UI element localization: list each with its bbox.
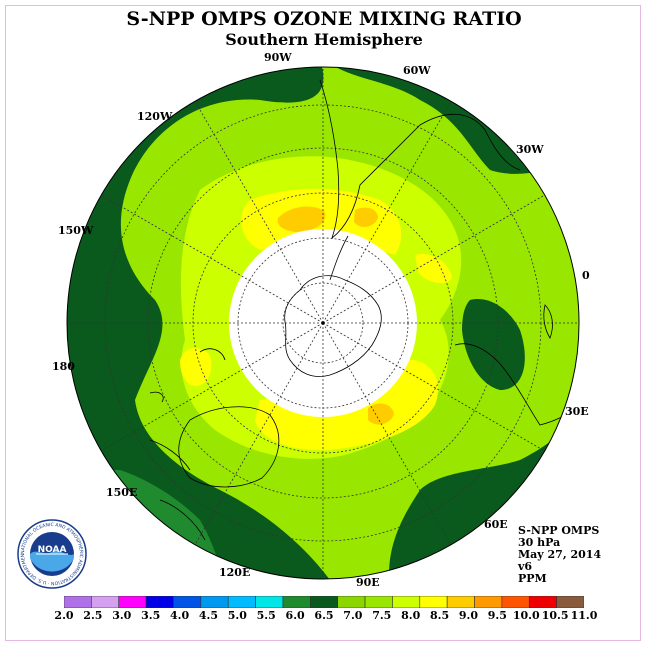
colorbar-swatch (419, 596, 448, 608)
colorbar-swatch (255, 596, 284, 608)
colorbar-swatch (64, 596, 92, 608)
latitude-circle-30s (147, 147, 499, 499)
madagascar-coast (543, 304, 553, 339)
meridian-line (194, 101, 324, 324)
meridian-line (194, 322, 324, 545)
colorbar-swatch (501, 596, 530, 608)
south-america-coast (319, 79, 521, 240)
colorbar-swatch (337, 596, 366, 608)
colorbar-swatch (392, 596, 421, 608)
info-units: PPM (518, 572, 547, 585)
noaa-logo-text: NOAA (38, 545, 67, 555)
colorbar-swatch (364, 596, 393, 608)
colorbar-tick-label: 6.5 (314, 609, 334, 622)
colorbar-tick-label: 5.5 (256, 609, 276, 622)
colorbar-tick-label: 6.0 (285, 609, 305, 622)
field-6-5-west (67, 67, 330, 579)
colorbar-swatch (528, 596, 557, 608)
lon-label-60w: 60W (403, 64, 431, 77)
new-zealand-coast (149, 348, 226, 403)
colorbar-swatch (227, 596, 256, 608)
field-8-5-left (180, 348, 212, 386)
colorbar-swatch (200, 596, 229, 608)
lon-label-120e: 120E (219, 566, 251, 579)
colorbar-tick-label: 8.5 (429, 609, 450, 622)
field-8-5-right (415, 253, 452, 284)
colorbar-tick-label: 9.5 (487, 609, 507, 622)
colorbar (64, 596, 584, 608)
meridian-line (101, 322, 324, 452)
meridian-line (101, 194, 324, 324)
info-version: v6 (518, 560, 533, 573)
colorbar-swatch (173, 596, 202, 608)
colorbar-tick-label: 3.5 (141, 609, 161, 622)
colorbar-tick-label: 2.5 (83, 609, 103, 622)
lon-label-60e: 60E (484, 518, 508, 531)
meridian-line (322, 194, 545, 324)
colorbar-swatch (446, 596, 475, 608)
colorbar-swatch (474, 596, 503, 608)
south-pole-marker (321, 321, 325, 325)
colorbar-tick-label: 11.0 (570, 609, 598, 622)
colorbar-tick-label: 9.0 (458, 609, 479, 622)
lon-label-30e: 30E (565, 405, 589, 418)
colorbar-swatch (91, 596, 120, 608)
colorbar-swatch (556, 596, 584, 608)
colorbar-tick-label: 8.0 (401, 609, 421, 622)
meridian-line (322, 322, 452, 545)
lon-label-120w: 120W (137, 110, 173, 123)
lon-label-90e: 90E (356, 576, 380, 589)
lon-label-150e: 150E (106, 486, 138, 499)
info-date: May 27, 2014 (518, 548, 602, 561)
colorbar-swatch (145, 596, 174, 608)
coastlines (149, 79, 579, 541)
colorbar-swatch (118, 596, 147, 608)
lon-label-150w: 150W (58, 224, 94, 237)
colorbar-tick-label: 4.5 (198, 609, 219, 622)
map-title: S-NPP OMPS OZONE MIXING RATIO (126, 8, 522, 30)
colorbar-swatch (310, 596, 338, 608)
meridian-line (322, 322, 545, 452)
field-6-5-east (462, 299, 525, 390)
colorbar-tick-label: 10.5 (541, 609, 569, 622)
lon-label-90w: 90W (264, 51, 292, 64)
colorbar-tick-label: 7.0 (343, 609, 363, 622)
australia-coast (178, 406, 280, 488)
colorbar-tick-label: 3.0 (112, 609, 132, 622)
lon-label-30w: 30W (516, 143, 544, 156)
field-9-0-b (354, 207, 378, 227)
noaa-logo: NATIONAL OCEANIC AND ATMOSPHERIC ADMINIS… (16, 518, 87, 589)
meridian-lines (67, 67, 579, 579)
lon-label-180: 180 (52, 360, 75, 373)
meridian-line (322, 101, 452, 324)
figure-frame (5, 5, 641, 641)
field-9-0-a (277, 206, 326, 232)
field-9-0-c (368, 403, 394, 425)
colorbar-tick-label: 2.0 (54, 609, 74, 622)
colorbar-swatch (282, 596, 311, 608)
map-info: S-NPP OMPS 30 hPa May 27, 2014 v6 PPM (518, 525, 601, 585)
info-level: 30 hPa (518, 536, 561, 549)
map-boundary (66, 66, 580, 580)
info-instrument: S-NPP OMPS (518, 524, 600, 537)
indonesia-coast (149, 439, 206, 541)
colorbar-tick-label: 10.0 (512, 609, 540, 622)
colorbar-tick-label: 4.0 (169, 609, 190, 622)
map-subtitle: Southern Hemisphere (225, 30, 423, 49)
antarctic-peninsula (329, 235, 349, 281)
lon-label-0: 0 (582, 269, 590, 282)
antarctica-coast (284, 275, 382, 377)
colorbar-tick-label: 5.0 (227, 609, 247, 622)
colorbar-tick-label: 7.5 (372, 609, 392, 622)
